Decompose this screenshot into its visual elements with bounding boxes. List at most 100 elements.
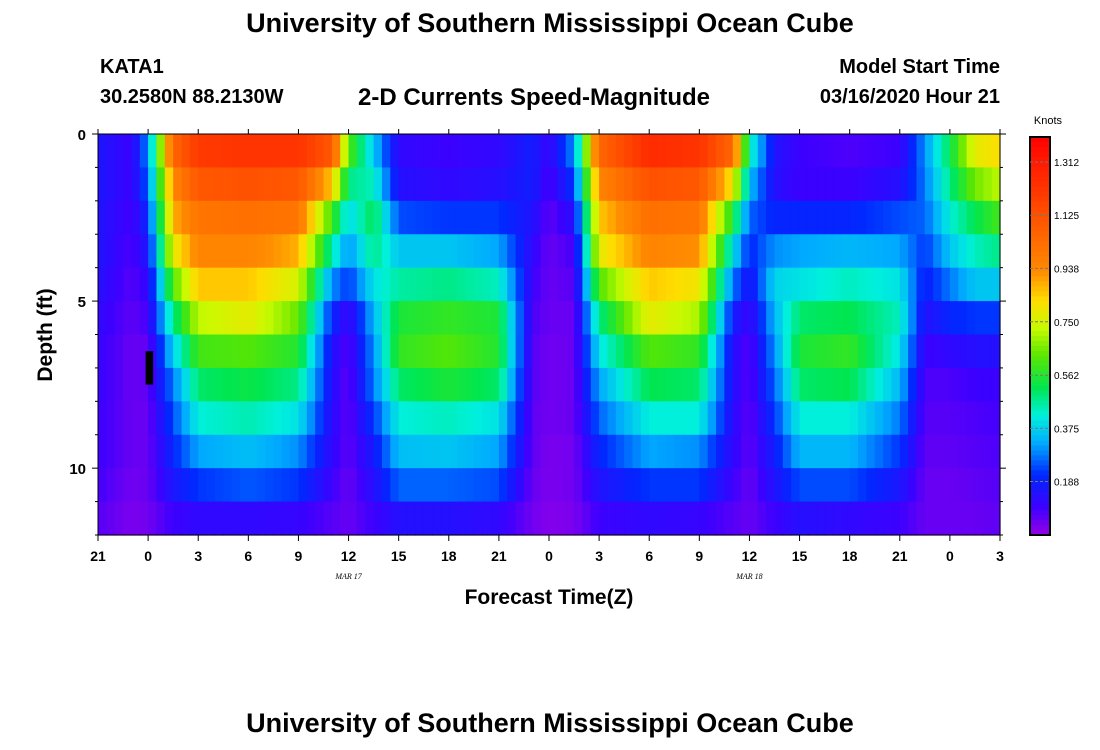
heatmap-cell [331, 468, 341, 503]
heatmap-cell [724, 301, 734, 336]
heatmap-cell [716, 267, 725, 302]
heatmap-cell [749, 134, 759, 169]
heatmap-cell [908, 167, 918, 202]
heatmap-cell [457, 234, 467, 269]
heatmap-cell [340, 501, 350, 536]
heatmap-cell [640, 434, 650, 469]
heatmap-cell [381, 468, 391, 503]
heatmap-cell [757, 401, 767, 436]
heatmap-cell [557, 167, 567, 202]
heatmap-cell [181, 234, 191, 269]
heatmap-cell [123, 167, 133, 202]
heatmap-cell [239, 234, 249, 269]
heatmap-cell [523, 468, 533, 503]
heatmap-cell [340, 301, 350, 336]
heatmap-cell [824, 367, 834, 402]
heatmap-cell [214, 434, 224, 469]
heatmap-cell [214, 134, 224, 169]
y-tick-label: 10 [69, 461, 86, 478]
heatmap-cell [206, 501, 216, 536]
heatmap-cell [841, 167, 851, 202]
heatmap-cell [265, 501, 274, 536]
heatmap-cell [507, 234, 517, 269]
heatmap-cell [515, 401, 525, 436]
heatmap-cell [490, 167, 500, 202]
heatmap-cell [791, 267, 801, 302]
heatmap-cell [974, 367, 984, 402]
heatmap-cell [615, 468, 625, 503]
heatmap-cell [858, 234, 867, 269]
heatmap-cell [816, 234, 826, 269]
heatmap-cell [490, 501, 500, 536]
heatmap-cell [164, 134, 174, 169]
heatmap-cell [824, 401, 834, 436]
heatmap-cell [490, 468, 500, 503]
heatmap-cell [407, 134, 416, 169]
colorbar-segment [1030, 530, 1050, 536]
heatmap-cell [189, 267, 199, 302]
heatmap-cell [298, 134, 308, 169]
heatmap-cell [139, 401, 149, 436]
heatmap-cell [231, 501, 241, 536]
heatmap-cell [148, 401, 158, 436]
heatmap-cell [565, 367, 575, 402]
heatmap-cell [966, 234, 976, 269]
heatmap-cell [498, 134, 508, 169]
heatmap-cell [290, 468, 300, 503]
heatmap-cell [991, 134, 1001, 169]
heatmap-cell [348, 134, 358, 169]
heatmap-cell [674, 134, 684, 169]
heatmap-cell [473, 501, 483, 536]
heatmap-cell [440, 301, 450, 336]
heatmap-cell [782, 301, 792, 336]
heatmap-cell [607, 134, 617, 169]
heatmap-cell [348, 167, 358, 202]
colorbar-segment [1030, 276, 1050, 282]
heatmap-cell [114, 468, 124, 503]
heatmap-cell [415, 501, 425, 536]
heatmap-cell [298, 200, 308, 235]
heatmap-cell [206, 468, 216, 503]
heatmap-cell [883, 200, 893, 235]
heatmap-cell [824, 434, 834, 469]
heatmap-cell [565, 301, 575, 336]
heatmap-cell [532, 468, 542, 503]
heatmap-cell [265, 200, 274, 235]
heatmap-cell [356, 167, 366, 202]
colorbar-segment [1030, 286, 1050, 292]
heatmap-cell [749, 401, 759, 436]
colorbar-segment [1030, 445, 1050, 452]
heatmap-cell [707, 234, 717, 269]
heatmap-cell [156, 334, 166, 369]
heatmap-cell [148, 501, 158, 536]
heatmap-cell [106, 301, 116, 336]
heatmap-cell [173, 301, 183, 336]
heatmap-cell [465, 501, 475, 536]
heatmap-cell [958, 401, 968, 436]
heatmap-cell [465, 434, 475, 469]
heatmap-cell [523, 200, 533, 235]
heatmap-cell [290, 134, 300, 169]
heatmap-cell [98, 501, 107, 536]
heatmap-cell [482, 200, 492, 235]
heatmap-cell [858, 267, 867, 302]
heatmap-cell [356, 501, 366, 536]
heatmap-cell [123, 401, 133, 436]
heatmap-cell [398, 468, 408, 503]
heatmap-cell [657, 301, 667, 336]
heatmap-cell [933, 167, 943, 202]
heatmap-cell [507, 167, 517, 202]
heatmap-cell [106, 234, 116, 269]
heatmap-cell [323, 367, 333, 402]
heatmap-cell [415, 468, 425, 503]
heatmap-cell [732, 234, 742, 269]
colorbar-segment [1030, 181, 1050, 188]
heatmap-cell [507, 367, 517, 402]
heatmap-cell [883, 167, 893, 202]
x-tick-label: 15 [391, 548, 407, 564]
heatmap-cell [866, 267, 876, 302]
heatmap-cell [498, 468, 508, 503]
heatmap-cell [707, 134, 717, 169]
heatmap-cell [432, 334, 442, 369]
heatmap-cell [189, 200, 199, 235]
